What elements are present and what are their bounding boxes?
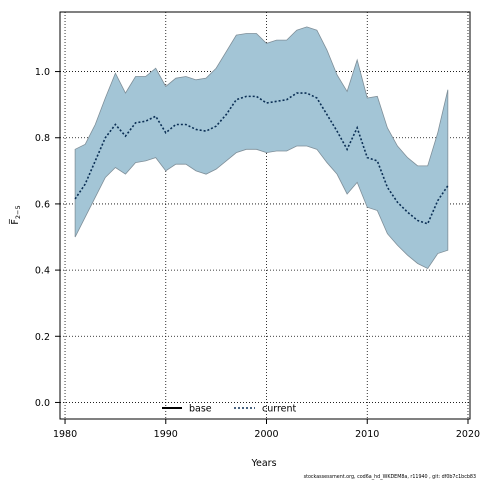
x-tick-label-2010: 2010 xyxy=(355,429,379,440)
y-axis-ticks: 0.0 0.2 0.4 0.6 0.8 1.0 xyxy=(35,67,60,409)
plot-frame xyxy=(59,11,471,420)
legend: base current xyxy=(162,404,297,415)
y-axis-label-subscript: 2−5 xyxy=(14,205,22,219)
x-axis-ticks: 1980 1990 2000 2010 2020 xyxy=(53,419,480,440)
y-axis-label-group: F̅2−5 xyxy=(9,205,22,224)
x-tick-label-2000: 2000 xyxy=(254,429,278,440)
confidence-band xyxy=(74,26,449,269)
x-axis-label: Years xyxy=(250,458,276,469)
y-tick-label-1: 0.2 xyxy=(35,332,50,343)
y-axis-label: F̅2−5 xyxy=(9,205,22,224)
y-tick-label-3: 0.6 xyxy=(35,199,50,210)
footer-text: stockassessment.org, cod6a_hd_WKDEM8a, r… xyxy=(304,474,476,480)
y-tick-label-2: 0.4 xyxy=(35,266,50,277)
y-axis-label-main: F̅ xyxy=(9,218,21,224)
y-tick-label-0: 0.0 xyxy=(35,398,50,409)
x-tick-label-2020: 2020 xyxy=(456,429,480,440)
legend-label-current: current xyxy=(262,404,297,415)
x-tick-label-1980: 1980 xyxy=(53,429,77,440)
series-line-current xyxy=(74,92,449,225)
y-tick-label-5: 1.0 xyxy=(35,67,50,78)
x-tick-label-1990: 1990 xyxy=(154,429,178,440)
legend-label-base: base xyxy=(189,404,212,415)
y-tick-label-4: 0.8 xyxy=(35,133,50,144)
